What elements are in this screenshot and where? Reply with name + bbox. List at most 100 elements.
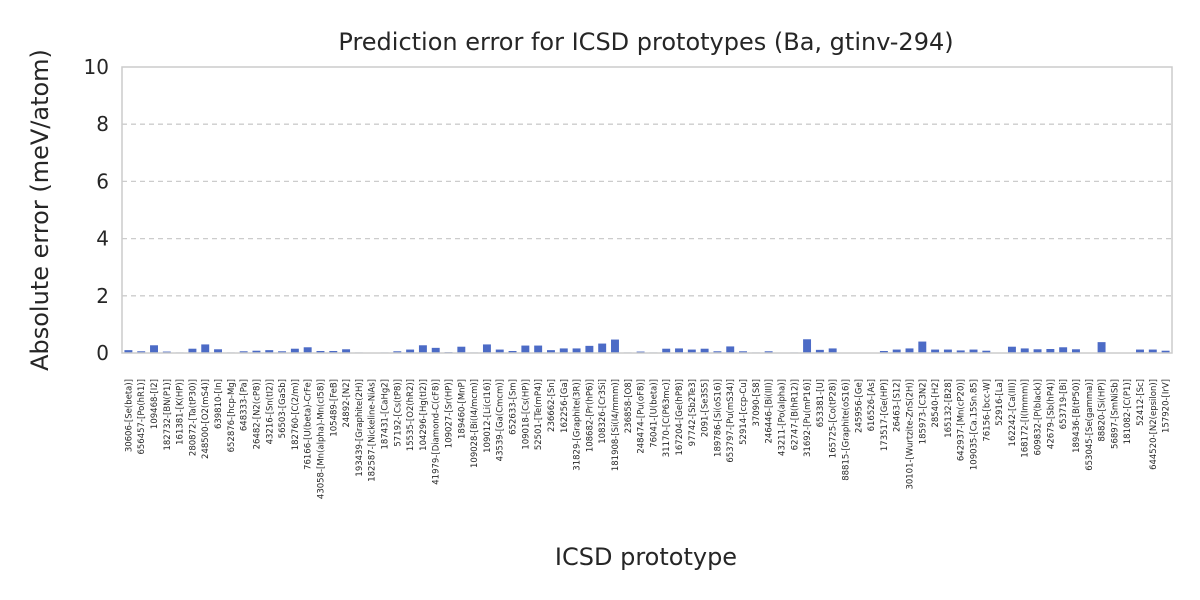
bar [265, 350, 274, 353]
bar [1136, 349, 1144, 353]
bar [662, 348, 671, 353]
x-tick-label: 653045-[Se(gamma)] [1085, 379, 1095, 471]
bar [982, 350, 991, 353]
y-tick-label: 4 [96, 227, 109, 251]
x-tick-label: 236858-[O8] [624, 379, 634, 433]
x-tick-label: 653797-[Pu(mS34)] [726, 379, 736, 463]
x-tick-label: 109035-[Ca.15Sn.85] [970, 379, 980, 470]
bar [1161, 350, 1170, 353]
x-tick-label: 26463-[S12] [893, 379, 903, 432]
grid-lines [122, 123, 1172, 297]
x-tick-label: 52914-[ccp-Cu] [739, 379, 749, 445]
bar [329, 350, 338, 353]
bar [956, 350, 965, 353]
bar [431, 347, 440, 353]
x-tick-label: 76156-[bcc-W] [982, 379, 992, 442]
bar [572, 348, 581, 353]
bar [943, 349, 952, 353]
x-tick-label: 109018-[Cs(HP)] [521, 379, 531, 450]
x-tick-label: 653719-[Bi] [1059, 379, 1069, 429]
bar [482, 344, 491, 353]
x-tick-label: 52501-[Te(mP4)] [534, 379, 544, 450]
x-tick-label: 652876-[hcp-Mg] [227, 379, 237, 452]
x-tick-label: 182760-[C(2/m)] [291, 379, 301, 450]
bar [290, 348, 299, 353]
x-tick-label: 648333-[Pa] [240, 379, 250, 431]
bar [764, 351, 773, 353]
x-tick-label: 41979-[Diamond-C(cF8)] [432, 379, 442, 485]
bar [879, 350, 888, 353]
x-tick-label: 42679-[Sb(hP4)] [1046, 379, 1056, 449]
x-tick-label: 162242-[Ca(III)] [1008, 379, 1018, 446]
x-tick-label: 105489-[FeB] [329, 379, 339, 437]
x-tick-label: 2091-[Se3S5] [701, 379, 711, 437]
x-tick-label: 653381-[U] [816, 379, 826, 427]
bar [252, 350, 261, 353]
x-tick-label: 31170-[C(P63mc)] [662, 379, 672, 457]
bar [393, 351, 402, 353]
x-axis-ticks: 30606-[Se(beta)] 656457-[Po(hR1)] 109468-[… [124, 379, 1171, 499]
x-tick-label: 193439-[Graphite(2H)] [355, 379, 365, 477]
bar [611, 339, 619, 353]
x-tick-label: 97742-[Sb2Te3] [688, 379, 698, 446]
x-tick-label: 157920-[IrV] [1162, 379, 1172, 433]
x-tick-label: 185973-[C3N2] [918, 379, 928, 444]
bar [342, 349, 351, 353]
y-tick-label: 10 [84, 55, 109, 79]
bar [700, 348, 709, 353]
bar [726, 346, 735, 353]
x-tick-label: 168172-[I(Immm)] [1021, 379, 1031, 458]
bar [1148, 349, 1157, 353]
bar [675, 348, 683, 353]
x-tick-label: 37090-[S8] [752, 379, 762, 427]
bar [1059, 347, 1068, 353]
bar [905, 348, 914, 353]
bar [278, 351, 287, 353]
x-tick-label: 181908-[Si(I4/mmm)] [611, 379, 621, 471]
x-tick-label: 173517-[Ge(HP)] [880, 379, 890, 451]
x-tick-label: 31829-[Graphite(3R)] [573, 379, 583, 471]
bar [124, 350, 133, 353]
y-tick-label: 2 [96, 284, 109, 308]
x-tick-label: 246446-[Bi(III)] [765, 379, 775, 444]
x-tick-label: 167204-[Ge(hP8)] [675, 379, 685, 456]
bar [316, 350, 325, 353]
x-tick-label: 43211-[Po(alpha)] [777, 379, 787, 456]
x-tick-label: 109027-[Sr(HP)] [445, 379, 455, 448]
x-tick-label: 639810-[In] [214, 379, 224, 429]
x-tick-label: 109012-[Li(cI16)] [483, 379, 493, 453]
x-tick-label: 187431-[CaHg2] [381, 379, 391, 450]
x-tick-label: 109468-[I2] [150, 379, 160, 429]
bar [1033, 349, 1042, 353]
x-tick-label: 56897-[SmNiSb] [1110, 379, 1120, 449]
x-tick-label: 248474-[Pu(oF8)] [637, 379, 647, 454]
bar [892, 349, 901, 353]
x-tick-label: 189786-[Si(oS16)] [713, 379, 723, 457]
x-tick-label: 189436-[B(tP50)] [1072, 379, 1082, 453]
bar [1071, 349, 1080, 353]
bar [713, 351, 722, 353]
x-axis-label: ICSD prototype [555, 543, 737, 571]
x-tick-label: 108682-[Pr(hP6)] [585, 379, 595, 452]
x-tick-label: 108326-[Cr3Si] [598, 379, 608, 444]
x-tick-label: 609832-[P(black)] [1034, 379, 1044, 455]
x-tick-label: 30606-[Se(beta)] [124, 379, 134, 452]
bar [1046, 348, 1055, 353]
x-tick-label: 165725-[Co(tP28)] [829, 379, 839, 458]
bar [457, 346, 466, 353]
x-tick-label: 109028-[Bi(I4/mcm)] [470, 379, 480, 468]
x-tick-label: 644520-[N2(epsilon)] [1149, 379, 1159, 470]
bar [214, 349, 223, 353]
y-tick-label: 0 [96, 341, 109, 365]
x-tick-label: 28540-[H2] [931, 379, 941, 428]
bar [303, 347, 312, 353]
plot-frame [121, 66, 1173, 354]
chart-title: Prediction error for ICSD prototypes (Ba… [338, 28, 953, 56]
y-axis-ticks: 0 2 4 6 8 10 [84, 55, 109, 365]
bar [931, 349, 940, 353]
x-tick-label: 43058-[Mn(alpha)-Mn(cI58)] [316, 379, 326, 499]
x-tick-label: 616526-[As] [867, 379, 877, 431]
bar [1007, 346, 1016, 353]
bar [828, 348, 837, 353]
x-tick-label: 62747-[B(hR12)] [790, 379, 800, 450]
